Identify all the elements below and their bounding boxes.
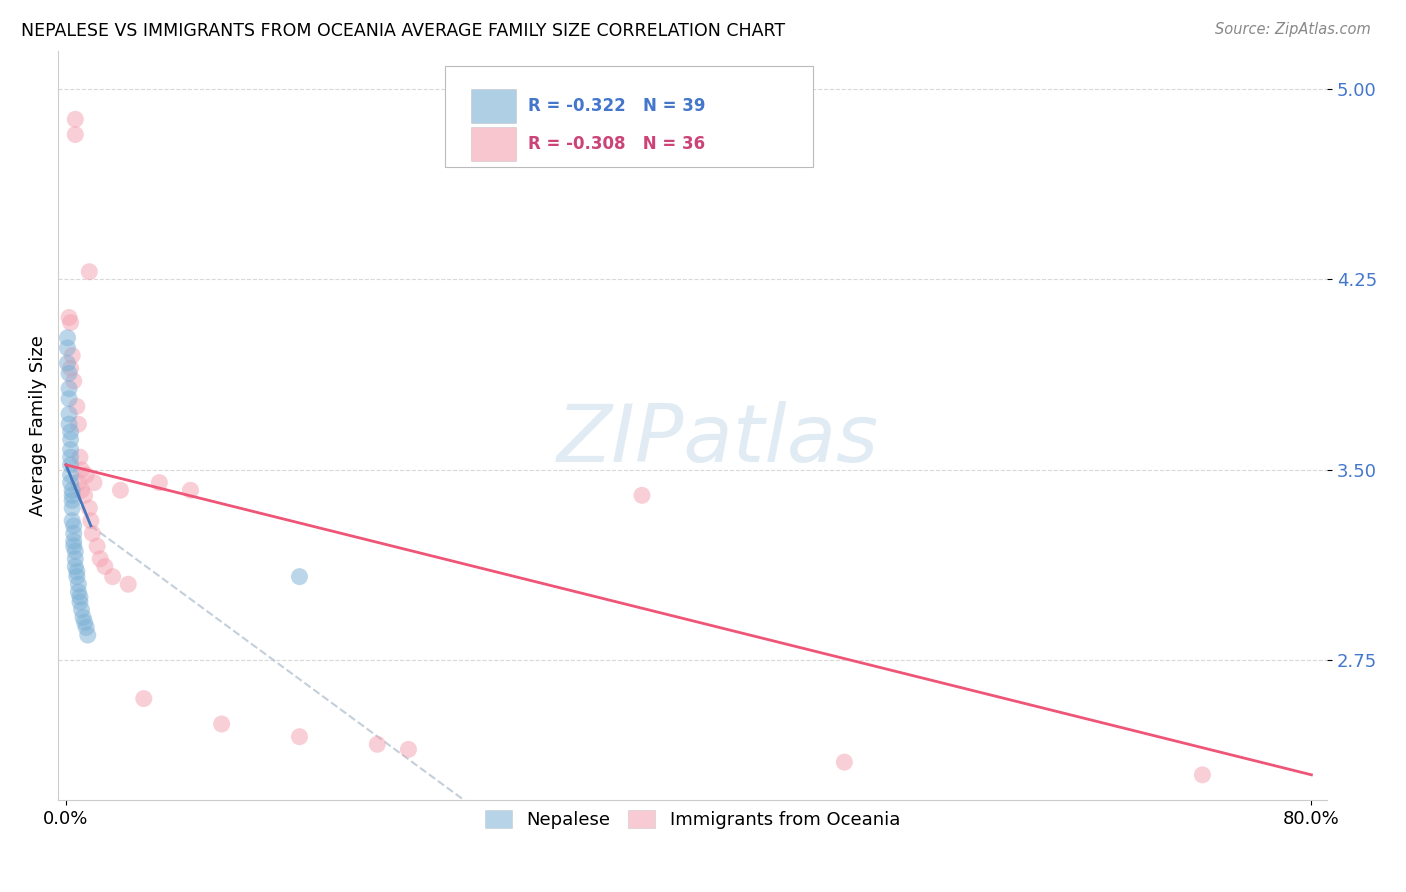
Point [60,501,83,516]
Point [58,407,80,421]
Point [56,331,79,345]
Point [60,488,83,502]
Point [59,450,82,465]
Point [62,374,84,388]
Point [67,475,90,490]
Point [148,475,170,490]
Point [59,433,82,447]
Text: Source: ZipAtlas.com: Source: ZipAtlas.com [1215,22,1371,37]
Legend: Nepalese, Immigrants from Oceania: Nepalese, Immigrants from Oceania [478,803,907,836]
Point [69,450,91,465]
Point [80,514,103,528]
Text: NEPALESE VS IMMIGRANTS FROM OCEANIA AVERAGE FAMILY SIZE CORRELATION CHART: NEPALESE VS IMMIGRANTS FROM OCEANIA AVER… [21,22,785,40]
Point [179,483,201,498]
Point [59,475,82,490]
Point [117,577,139,591]
Point [70,602,93,616]
Point [56,341,79,355]
Text: R = -0.308   N = 36: R = -0.308 N = 36 [527,135,704,153]
Point [94,559,117,574]
Point [211,717,233,731]
Point [69,590,91,604]
Point [631,488,654,502]
Point [65,552,87,566]
Point [58,382,80,396]
Point [59,361,82,376]
Point [62,534,84,549]
Point [75,468,97,483]
Point [1191,768,1213,782]
Point [834,755,856,769]
Point [72,610,94,624]
Point [65,128,87,142]
Point [73,615,96,630]
Point [288,569,311,583]
Point [288,730,311,744]
Point [65,112,87,127]
Point [75,620,97,634]
Point [58,367,80,381]
Point [67,585,90,599]
Point [366,737,388,751]
Point [67,577,90,591]
Point [58,417,80,432]
Point [60,514,83,528]
Point [73,488,96,502]
Point [59,468,82,483]
Point [59,458,82,472]
Point [79,265,101,279]
Point [132,691,155,706]
Point [110,483,132,498]
Point [76,628,98,642]
Point [62,518,84,533]
FancyBboxPatch shape [471,88,516,123]
Point [101,569,124,583]
Point [60,483,83,498]
Point [62,539,84,553]
Point [62,526,84,541]
Point [70,463,93,477]
Text: R = -0.322   N = 39: R = -0.322 N = 39 [527,97,706,115]
FancyBboxPatch shape [471,127,516,161]
Point [59,425,82,439]
Point [56,356,79,370]
Point [70,483,93,498]
Point [398,742,420,756]
Point [60,349,83,363]
Point [83,475,105,490]
Point [65,544,87,558]
FancyBboxPatch shape [446,66,813,167]
Point [67,417,90,432]
Text: ZIPatlas: ZIPatlas [557,401,879,479]
Point [89,552,111,566]
Point [66,569,89,583]
Y-axis label: Average Family Size: Average Family Size [30,335,46,516]
Point [60,493,83,508]
Point [66,400,89,414]
Point [58,310,80,325]
Point [82,526,104,541]
Point [59,442,82,457]
Point [66,565,89,579]
Point [58,392,80,406]
Point [69,595,91,609]
Point [59,316,82,330]
Point [86,539,108,553]
Point [79,501,101,516]
Point [65,559,87,574]
